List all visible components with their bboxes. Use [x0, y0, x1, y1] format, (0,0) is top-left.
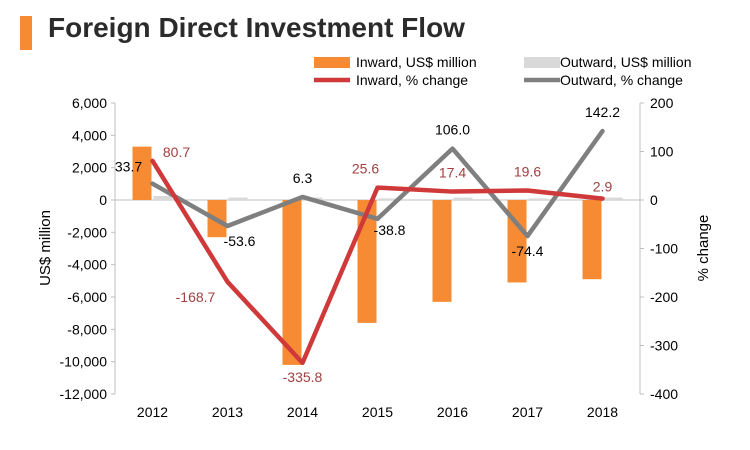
y-tick-label: 6,000: [72, 95, 107, 111]
inward-change-label: 17.4: [439, 165, 466, 181]
legend-inward-line-label: Inward, % change: [356, 72, 468, 88]
inward-bar: [282, 200, 302, 365]
y2-tick-label: -300: [650, 338, 678, 354]
y2-tick-label: -100: [650, 241, 678, 257]
inward-change-label: -335.8: [283, 369, 323, 385]
x-tick-label: 2016: [437, 404, 468, 420]
y2-tick-label: 200: [650, 95, 674, 111]
y-tick-label: -8,000: [67, 321, 107, 337]
title-accent-bar: [20, 16, 32, 50]
inward-bar: [582, 200, 602, 280]
outward-bar: [453, 197, 473, 200]
y-tick-label: -4,000: [67, 257, 107, 273]
chart-title: Foreign Direct Investment Flow: [48, 12, 465, 43]
x-tick-label: 2015: [362, 404, 393, 420]
outward-bar: [228, 197, 248, 200]
outward-change-label: 142.2: [585, 104, 620, 120]
y-tick-label: -10,000: [60, 354, 108, 370]
inward-change-label: 2.9: [593, 179, 613, 195]
y-tick-label: -6,000: [67, 289, 107, 305]
y-tick-label: 0: [99, 192, 107, 208]
outward-change-label: 106.0: [435, 122, 470, 138]
y-tick-label: 2,000: [72, 160, 107, 176]
inward-bar: [357, 200, 377, 323]
legend-outward-bar-swatch: [524, 57, 560, 68]
y2-tick-label: 100: [650, 144, 674, 160]
inward-bar: [132, 146, 152, 200]
y2-tick-label: -400: [650, 386, 678, 402]
legend-inward-bar-label: Inward, US$ million: [356, 54, 477, 70]
y2-axis-title: % change: [695, 215, 712, 282]
outward-bar: [153, 195, 173, 200]
y-tick-label: -2,000: [67, 224, 107, 240]
inward-change-label: -168.7: [176, 289, 216, 305]
outward-bar: [528, 198, 548, 200]
y2-tick-label: -200: [650, 289, 678, 305]
legend-inward-bar-swatch: [314, 57, 350, 68]
legend-outward-line-label: Outward, % change: [560, 72, 683, 88]
outward-bar: [603, 197, 623, 200]
y2-tick-label: 0: [650, 192, 658, 208]
inward-change-label: 80.7: [163, 144, 190, 160]
inward-change-label: 25.6: [352, 161, 379, 177]
legend-outward-bar-label: Outward, US$ million: [560, 54, 692, 70]
outward-change-label: -53.6: [224, 233, 256, 249]
x-tick-label: 2012: [137, 404, 168, 420]
outward-change-label: -74.4: [512, 243, 544, 259]
inward-bar: [507, 200, 527, 283]
x-tick-label: 2014: [287, 404, 318, 420]
outward-change-label: 33.7: [115, 159, 142, 175]
outward-change-label: 6.3: [293, 170, 313, 186]
y-axis-title: US$ million: [37, 210, 54, 286]
outward-change-label: -38.8: [374, 222, 406, 238]
y-tick-label: -12,000: [60, 386, 108, 402]
inward-change-label: 19.6: [514, 163, 541, 179]
inward-change-line: [150, 158, 605, 366]
outward-bar: [378, 198, 398, 200]
x-tick-label: 2018: [587, 404, 618, 420]
x-tick-label: 2013: [212, 404, 243, 420]
inward-bar: [432, 200, 452, 302]
x-tick-label: 2017: [512, 404, 543, 420]
y-tick-label: 4,000: [72, 127, 107, 143]
outward-change-line: [150, 128, 605, 239]
